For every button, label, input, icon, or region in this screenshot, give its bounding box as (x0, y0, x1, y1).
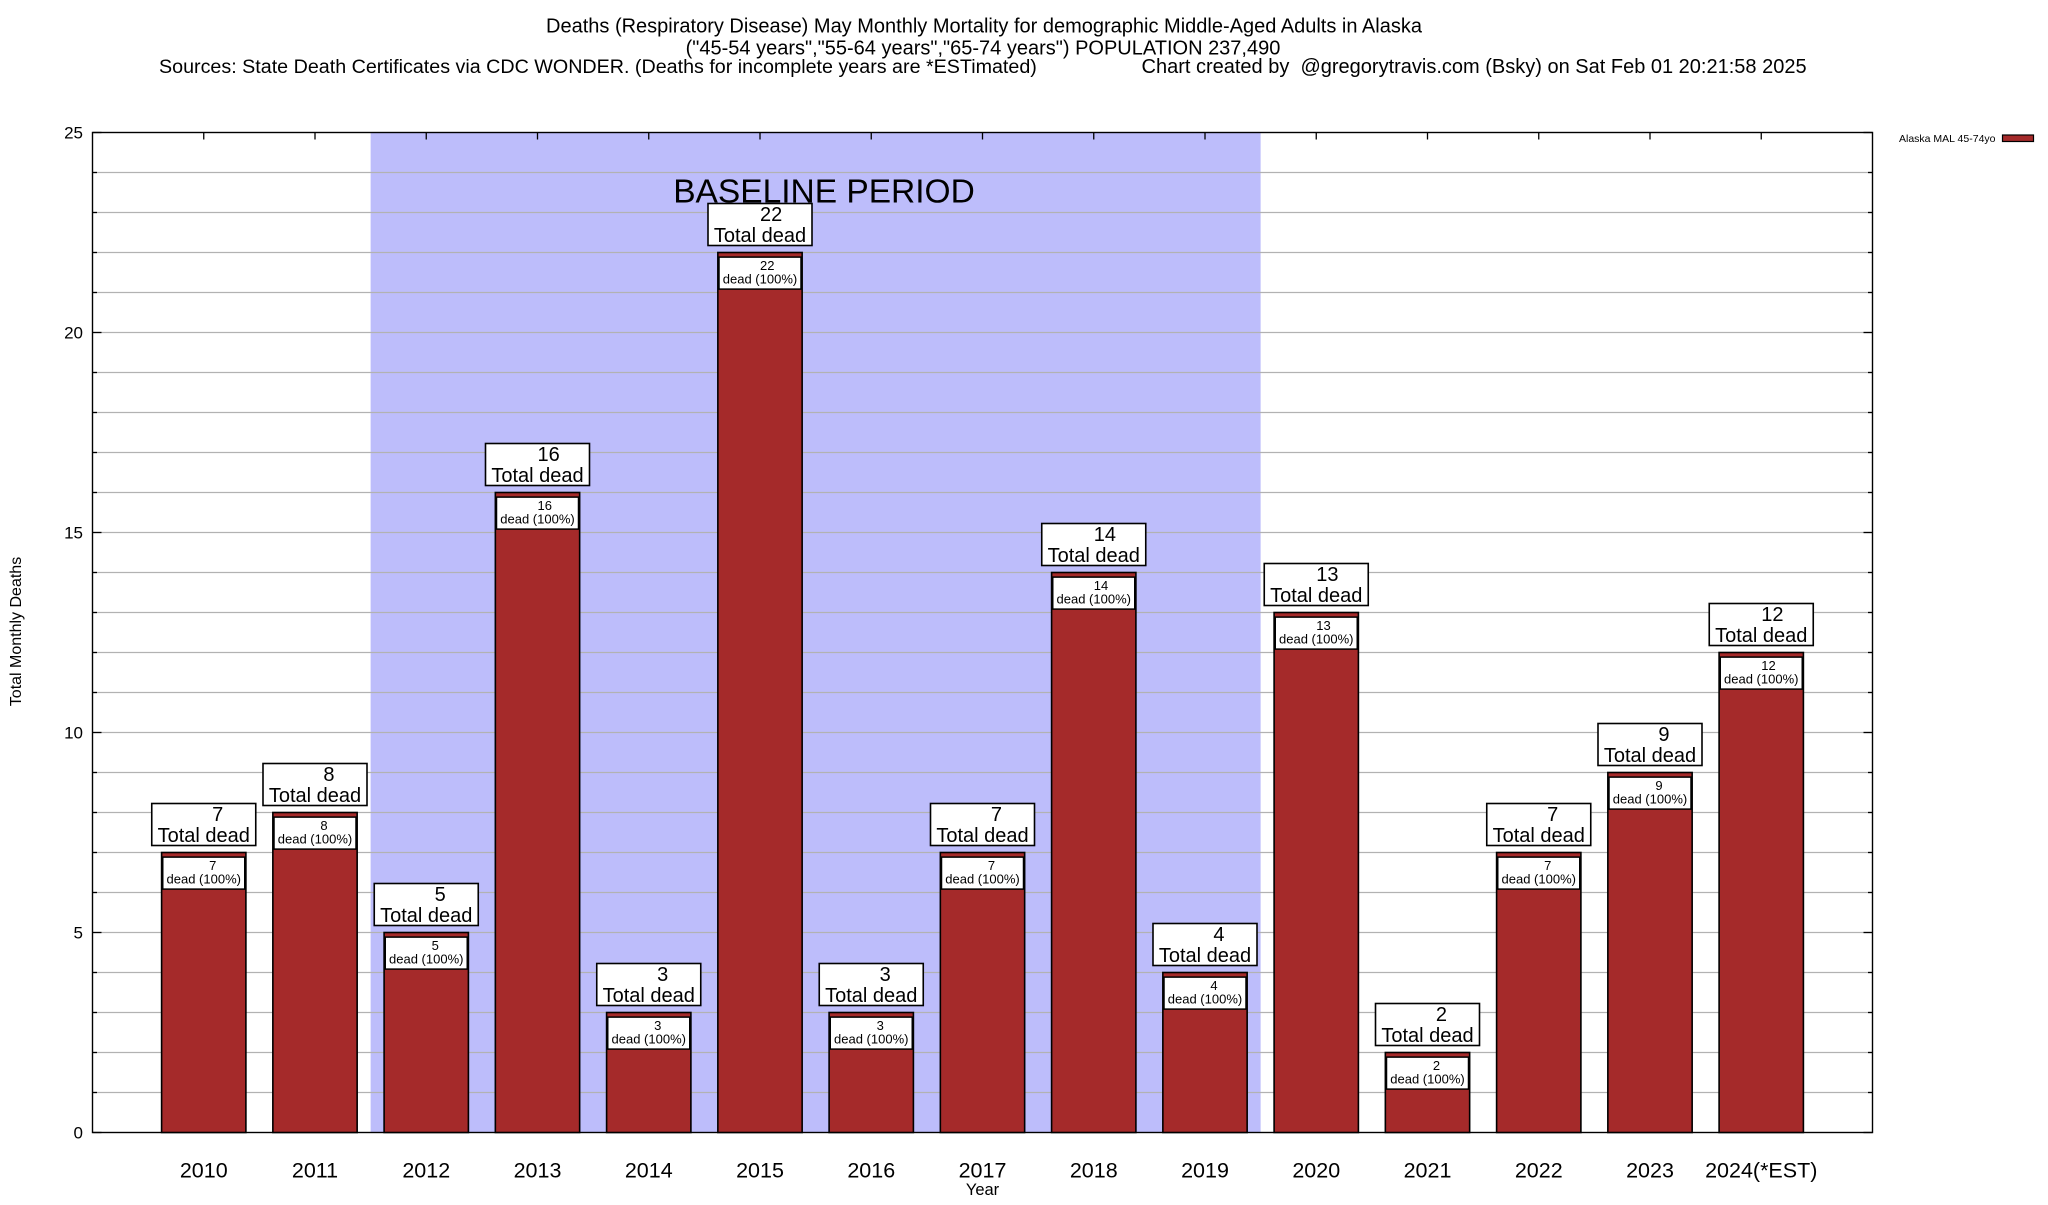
svg-text:2023: 2023 (1626, 1159, 1674, 1183)
svg-text:4: 4 (1213, 924, 1224, 946)
svg-text:dead (100%): dead (100%) (945, 872, 1019, 887)
svg-text:Alaska MAL 45-74yo: Alaska MAL 45-74yo (1899, 133, 1996, 145)
svg-text:12: 12 (1761, 658, 1775, 673)
svg-text:7: 7 (988, 858, 995, 873)
svg-text:dead (100%): dead (100%) (278, 832, 352, 847)
svg-text:22: 22 (760, 258, 774, 273)
svg-text:dead (100%): dead (100%) (1057, 592, 1131, 607)
svg-text:Total dead: Total dead (825, 985, 917, 1007)
svg-text:Total Monthly Deaths: Total Monthly Deaths (8, 557, 25, 706)
svg-text:dead (100%): dead (100%) (723, 272, 797, 287)
svg-text:dead (100%): dead (100%) (167, 872, 241, 887)
svg-text:dead (100%): dead (100%) (612, 1032, 686, 1047)
svg-text:5: 5 (435, 884, 446, 906)
svg-text:2014: 2014 (625, 1159, 673, 1183)
svg-text:Year: Year (966, 1181, 1000, 1199)
svg-text:Total dead: Total dead (380, 905, 472, 927)
svg-text:2022: 2022 (1515, 1159, 1563, 1183)
svg-text:dead (100%): dead (100%) (1279, 632, 1353, 647)
svg-text:Total dead: Total dead (1715, 625, 1807, 647)
svg-text:2011: 2011 (292, 1159, 338, 1183)
svg-text:2015: 2015 (736, 1159, 784, 1183)
svg-text:dead (100%): dead (100%) (1724, 672, 1798, 687)
svg-text:Sources: State Death Certifica: Sources: State Death Certificates via CD… (159, 56, 1037, 78)
svg-text:3: 3 (877, 1018, 884, 1033)
svg-text:Total dead: Total dead (714, 225, 806, 247)
svg-text:dead (100%): dead (100%) (389, 952, 463, 967)
svg-text:Total dead: Total dead (269, 785, 361, 807)
svg-text:2016: 2016 (847, 1159, 895, 1183)
svg-text:2019: 2019 (1181, 1159, 1229, 1183)
svg-text:15: 15 (64, 524, 83, 543)
svg-text:2: 2 (1433, 1058, 1440, 1073)
svg-text:2020: 2020 (1292, 1159, 1340, 1183)
svg-text:7: 7 (1544, 858, 1551, 873)
svg-text:5: 5 (432, 938, 439, 953)
svg-text:Total dead: Total dead (1381, 1025, 1473, 1047)
svg-text:3: 3 (880, 964, 891, 986)
svg-text:2024(*EST): 2024(*EST) (1705, 1159, 1817, 1183)
svg-text:9: 9 (1658, 724, 1669, 746)
svg-text:("45-54 years","55-64 years",": ("45-54 years","55-64 years","65-74 year… (686, 38, 1281, 60)
svg-text:Total dead: Total dead (491, 465, 583, 487)
svg-text:dead (100%): dead (100%) (1613, 792, 1687, 807)
svg-text:4: 4 (1210, 978, 1217, 993)
svg-text:2: 2 (1436, 1004, 1447, 1026)
svg-text:14: 14 (1094, 524, 1116, 546)
svg-text:2021: 2021 (1404, 1159, 1452, 1183)
svg-text:16: 16 (537, 444, 559, 466)
svg-text:7: 7 (212, 804, 223, 826)
svg-text:5: 5 (74, 924, 83, 943)
svg-text:dead (100%): dead (100%) (1168, 992, 1242, 1007)
svg-text:Total dead: Total dead (158, 825, 250, 847)
svg-text:7: 7 (991, 804, 1002, 826)
svg-text:2013: 2013 (514, 1159, 562, 1183)
svg-text:7: 7 (1547, 804, 1558, 826)
svg-text:10: 10 (64, 724, 83, 743)
svg-text:3: 3 (657, 964, 668, 986)
svg-text:2017: 2017 (959, 1159, 1007, 1183)
svg-text:7: 7 (209, 858, 216, 873)
svg-text:13: 13 (1316, 564, 1338, 586)
svg-text:13: 13 (1316, 618, 1330, 633)
svg-text:Total dead: Total dead (1048, 545, 1140, 567)
svg-text:Total dead: Total dead (1159, 945, 1251, 967)
svg-text:dead (100%): dead (100%) (1502, 872, 1576, 887)
svg-text:2018: 2018 (1070, 1159, 1118, 1183)
svg-text:14: 14 (1094, 578, 1108, 593)
svg-text:Chart created by @gregorytrav: Chart created by @gregorytravis.com (Bsk… (1142, 56, 1807, 78)
svg-text:2012: 2012 (402, 1159, 450, 1183)
svg-text:2010: 2010 (180, 1159, 228, 1183)
svg-text:22: 22 (760, 204, 782, 226)
svg-text:16: 16 (537, 498, 551, 513)
svg-text:Total dead: Total dead (1493, 825, 1585, 847)
svg-text:Total dead: Total dead (603, 985, 695, 1007)
svg-text:3: 3 (654, 1018, 661, 1033)
svg-text:dead (100%): dead (100%) (500, 512, 574, 527)
svg-text:8: 8 (323, 764, 334, 786)
svg-text:Total dead: Total dead (1604, 745, 1696, 767)
svg-text:0: 0 (74, 1124, 83, 1143)
svg-text:25: 25 (64, 124, 83, 143)
svg-text:20: 20 (64, 324, 83, 343)
svg-text:Deaths (Respiratory Disease) M: Deaths (Respiratory Disease) May Monthly… (546, 16, 1423, 38)
svg-text:dead (100%): dead (100%) (1390, 1072, 1464, 1087)
svg-text:8: 8 (320, 818, 327, 833)
svg-text:9: 9 (1655, 778, 1662, 793)
svg-text:dead (100%): dead (100%) (834, 1032, 908, 1047)
svg-text:Total dead: Total dead (936, 825, 1028, 847)
svg-text:12: 12 (1761, 604, 1783, 626)
svg-text:Total dead: Total dead (1270, 585, 1362, 607)
